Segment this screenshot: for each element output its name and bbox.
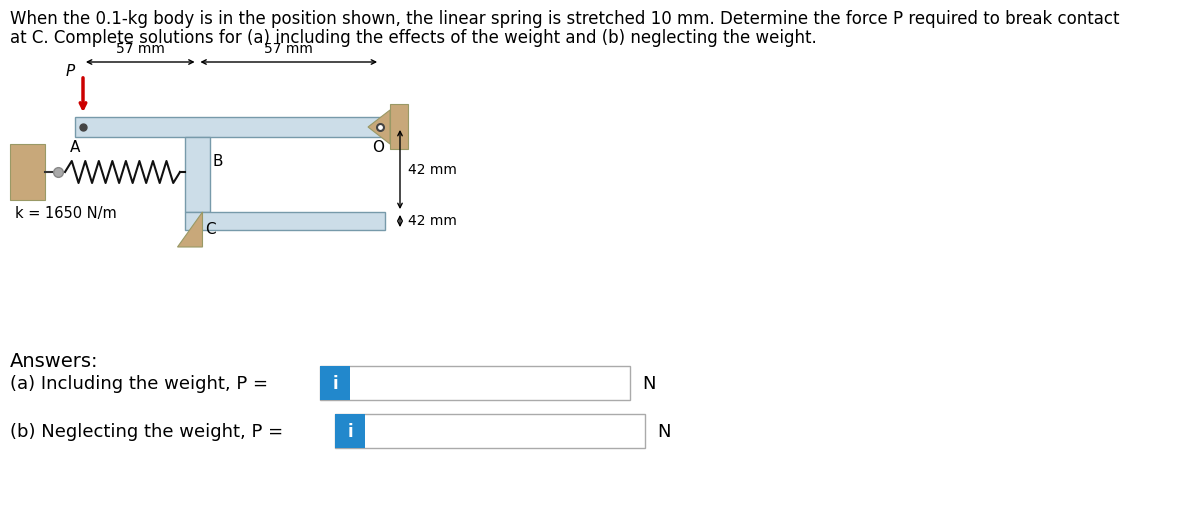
- Text: 57 mm: 57 mm: [116, 42, 164, 56]
- Bar: [185, 137, 210, 212]
- Text: O: O: [372, 140, 384, 155]
- Text: P: P: [66, 63, 74, 79]
- Text: at C. Complete solutions for (a) including the effects of the weight and (b) neg: at C. Complete solutions for (a) includi…: [10, 29, 817, 47]
- Text: (a) Including the weight, P =: (a) Including the weight, P =: [10, 375, 268, 393]
- Text: C: C: [205, 222, 216, 237]
- Text: A: A: [70, 140, 80, 155]
- Text: 57 mm: 57 mm: [264, 42, 313, 56]
- Bar: [335, 414, 365, 448]
- Bar: [390, 104, 408, 149]
- Text: 42 mm: 42 mm: [408, 163, 457, 176]
- Text: N: N: [642, 375, 655, 393]
- Bar: [335, 414, 646, 448]
- Bar: [74, 117, 385, 137]
- Text: k = 1650 N/m: k = 1650 N/m: [14, 206, 116, 221]
- Text: (b) Neglecting the weight, P =: (b) Neglecting the weight, P =: [10, 423, 283, 441]
- Text: i: i: [332, 375, 338, 393]
- Polygon shape: [178, 212, 203, 247]
- Bar: [320, 366, 630, 400]
- Text: When the 0.1-kg body is in the position shown, the linear spring is stretched 10: When the 0.1-kg body is in the position …: [10, 10, 1120, 28]
- Bar: [320, 366, 350, 400]
- Text: 42 mm: 42 mm: [408, 214, 457, 228]
- Text: i: i: [347, 423, 353, 441]
- Bar: [185, 212, 385, 230]
- Polygon shape: [368, 110, 390, 144]
- Text: B: B: [214, 154, 223, 169]
- Text: N: N: [658, 423, 671, 441]
- Text: Answers:: Answers:: [10, 352, 98, 371]
- Bar: [10, 144, 46, 200]
